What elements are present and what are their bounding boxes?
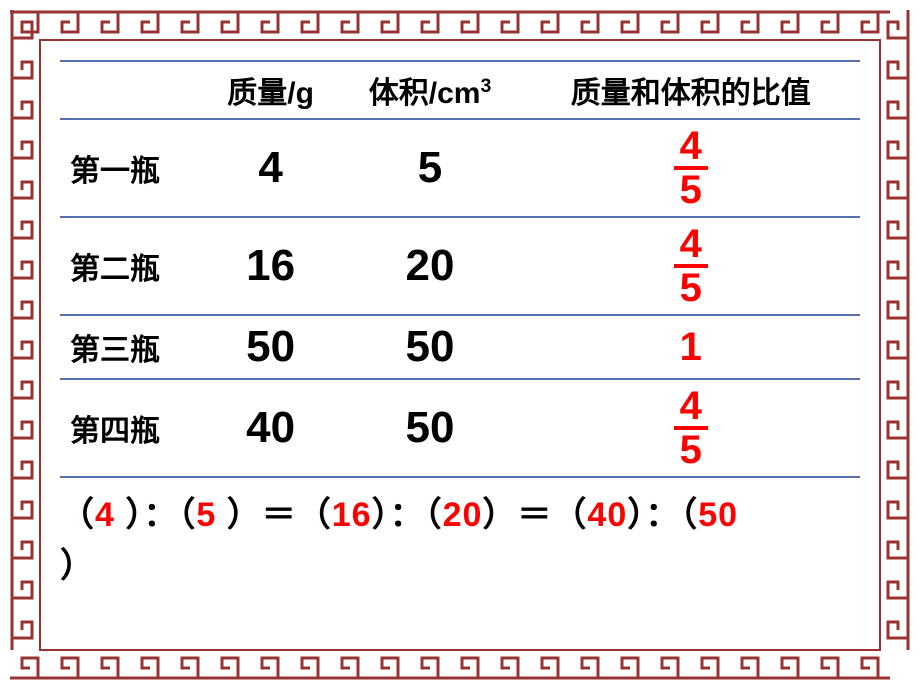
equation-text: ）：（ [627,496,698,534]
equation-value: 40 [587,496,627,534]
row-label: 第一瓶 [60,119,203,217]
equation-text: ）：（ [115,496,196,534]
fraction: 45 [674,386,708,470]
cell-ratio: 1 [522,315,860,379]
equation-text: ）＝（ [216,496,331,534]
cell-ratio: 45 [522,217,860,315]
cell-volume: 5 [338,119,521,217]
fraction: 45 [674,224,708,308]
cell-volume: 50 [338,379,521,477]
slide-content: 质量/g 体积/cm3 质量和体积的比值 第一瓶4545第二瓶162045第三瓶… [60,60,860,630]
equation-value: 5 [196,496,216,534]
table-row: 第三瓶50501 [60,315,860,379]
equation-text: ）：（ [372,496,443,534]
row-label: 第二瓶 [60,217,203,315]
table-header-row: 质量/g 体积/cm3 质量和体积的比值 [60,61,860,119]
equation-text: （ [60,496,95,534]
equation-value: 16 [332,496,372,534]
header-blank [60,61,203,119]
header-ratio: 质量和体积的比值 [522,61,860,119]
cell-ratio: 45 [522,119,860,217]
equation-value: 4 [95,496,115,534]
cell-mass: 16 [203,217,339,315]
cell-ratio: 45 [522,379,860,477]
equation-text: ）＝（ [482,496,587,534]
row-label: 第四瓶 [60,379,203,477]
cell-mass: 40 [203,379,339,477]
table-row: 第四瓶4050 45 [60,379,860,477]
cell-volume: 20 [338,217,521,315]
row-label: 第三瓶 [60,315,203,379]
header-mass: 质量/g [203,61,339,119]
cell-mass: 4 [203,119,339,217]
proportion-equation: （4 ）：（5 ）＝（16）：（20）＝（40）：（50 ） [60,490,860,592]
equation-value: 20 [443,496,483,534]
data-table: 质量/g 体积/cm3 质量和体积的比值 第一瓶4545第二瓶162045第三瓶… [60,60,860,478]
table-row: 第二瓶1620 45 [60,217,860,315]
cell-mass: 50 [203,315,339,379]
cell-volume: 50 [338,315,521,379]
fraction: 45 [674,126,708,210]
header-volume: 体积/cm3 [338,61,521,119]
equation-value: 50 [698,496,738,534]
equation-tail: ） [60,547,95,585]
table-row: 第一瓶4545 [60,119,860,217]
